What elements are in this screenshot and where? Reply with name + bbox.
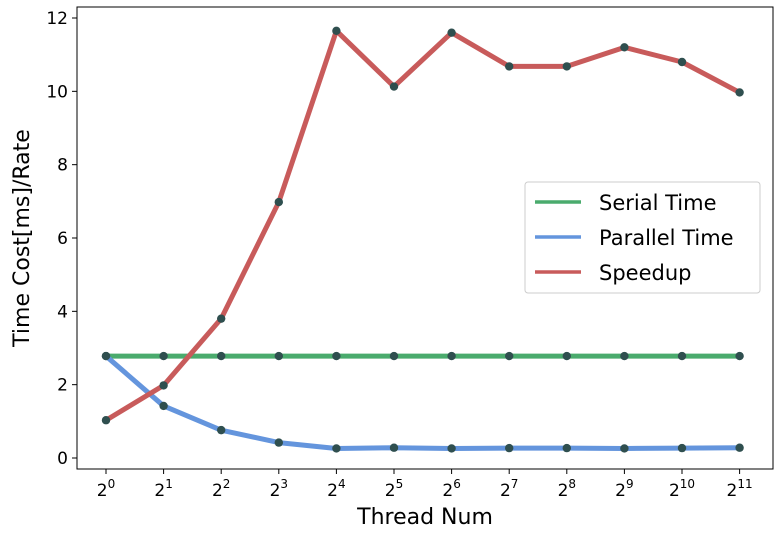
data-point — [217, 425, 226, 435]
data-point — [620, 351, 629, 361]
data-point — [389, 443, 399, 452]
x-tick-base: 2 — [442, 481, 453, 501]
x-tick-base: 2 — [500, 481, 511, 501]
data-point — [735, 88, 744, 97]
x-tick-label: 21 — [154, 477, 172, 501]
x-axis: 20 21 22 23 24 25 26 27 28 29 210 211 — [97, 469, 753, 501]
x-tick-label: 22 — [212, 477, 230, 501]
x-tick-base: 2 — [97, 481, 108, 501]
y-axis: 0 2 4 6 8 10 12 — [46, 9, 77, 469]
data-point — [389, 82, 399, 91]
x-axis-title: Thread Num — [356, 505, 493, 530]
x-tick-exponent: 5 — [396, 477, 404, 491]
y-tick-label: 8 — [57, 156, 68, 176]
data-point — [505, 62, 514, 71]
data-point — [562, 62, 571, 71]
data-point — [505, 443, 514, 453]
data-point — [562, 351, 571, 361]
data-point — [159, 401, 168, 411]
legend: Serial Time Parallel Time Speedup — [524, 181, 761, 294]
x-tick-label: 28 — [558, 477, 576, 501]
data-point — [620, 444, 629, 453]
data-point — [735, 351, 744, 361]
x-tick-base: 2 — [615, 481, 626, 501]
x-tick-base: 2 — [558, 481, 569, 501]
data-point — [274, 351, 283, 361]
data-point — [505, 351, 514, 361]
y-tick-label: 4 — [57, 302, 68, 322]
data-point — [447, 28, 456, 37]
x-tick-exponent: 1 — [165, 477, 173, 491]
x-tick-label: 27 — [500, 477, 518, 501]
series-serial-time — [101, 351, 744, 361]
data-point — [332, 444, 341, 453]
x-tick-base: 2 — [727, 481, 738, 501]
x-tick-exponent: 2 — [223, 477, 231, 491]
data-point — [332, 26, 341, 36]
x-tick-base: 2 — [154, 481, 165, 501]
legend-label: Speedup — [599, 261, 691, 285]
data-point — [562, 443, 571, 453]
data-point — [447, 444, 456, 453]
data-point — [101, 351, 111, 361]
x-tick-exponent: 10 — [680, 477, 695, 491]
data-point — [101, 416, 111, 425]
legend-box — [524, 181, 761, 294]
data-point — [620, 43, 629, 52]
x-tick-label: 26 — [442, 477, 460, 501]
data-point — [159, 381, 168, 390]
x-tick-exponent: 7 — [511, 477, 519, 491]
data-point — [677, 351, 687, 361]
x-tick-exponent: 0 — [108, 477, 116, 491]
x-tick-base: 2 — [385, 481, 396, 501]
series-speedup — [101, 26, 744, 425]
legend-label: Serial Time — [599, 191, 717, 215]
data-point — [217, 351, 226, 361]
x-tick-exponent: 11 — [737, 477, 752, 491]
x-tick-label: 25 — [385, 477, 403, 501]
data-point — [389, 351, 399, 361]
x-tick-label: 24 — [327, 477, 345, 501]
series-line — [103, 28, 743, 423]
y-tick-label: 12 — [46, 9, 68, 29]
x-tick-base: 2 — [327, 481, 338, 501]
data-point — [735, 443, 744, 452]
x-tick-label: 211 — [727, 477, 753, 501]
y-tick-label: 6 — [57, 229, 68, 249]
x-tick-exponent: 3 — [280, 477, 288, 491]
x-tick-exponent: 4 — [338, 477, 346, 491]
x-tick-label: 23 — [270, 477, 288, 501]
data-point — [274, 438, 283, 447]
series-parallel-time — [101, 351, 744, 453]
data-point — [677, 57, 687, 67]
x-tick-label: 210 — [669, 477, 695, 501]
data-point — [274, 197, 283, 207]
legend-label: Parallel Time — [599, 226, 734, 250]
series-layer — [101, 26, 744, 453]
x-tick-exponent: 8 — [568, 477, 576, 491]
data-point — [159, 351, 168, 361]
series-line — [103, 353, 743, 451]
x-tick-base: 2 — [212, 481, 223, 501]
y-tick-label: 2 — [57, 376, 68, 396]
x-tick-label: 29 — [615, 477, 633, 501]
x-tick-label: 20 — [97, 477, 115, 501]
data-point — [447, 351, 456, 361]
data-point — [217, 314, 226, 323]
data-point — [677, 443, 687, 453]
y-axis-title: Time Cost[ms]/Rate — [10, 129, 35, 348]
y-tick-label: 10 — [46, 82, 68, 102]
x-tick-exponent: 6 — [453, 477, 461, 491]
y-tick-label: 0 — [57, 449, 68, 469]
x-tick-exponent: 9 — [626, 477, 634, 491]
x-tick-base: 2 — [270, 481, 281, 501]
x-tick-base: 2 — [669, 481, 680, 501]
data-point — [332, 351, 341, 361]
